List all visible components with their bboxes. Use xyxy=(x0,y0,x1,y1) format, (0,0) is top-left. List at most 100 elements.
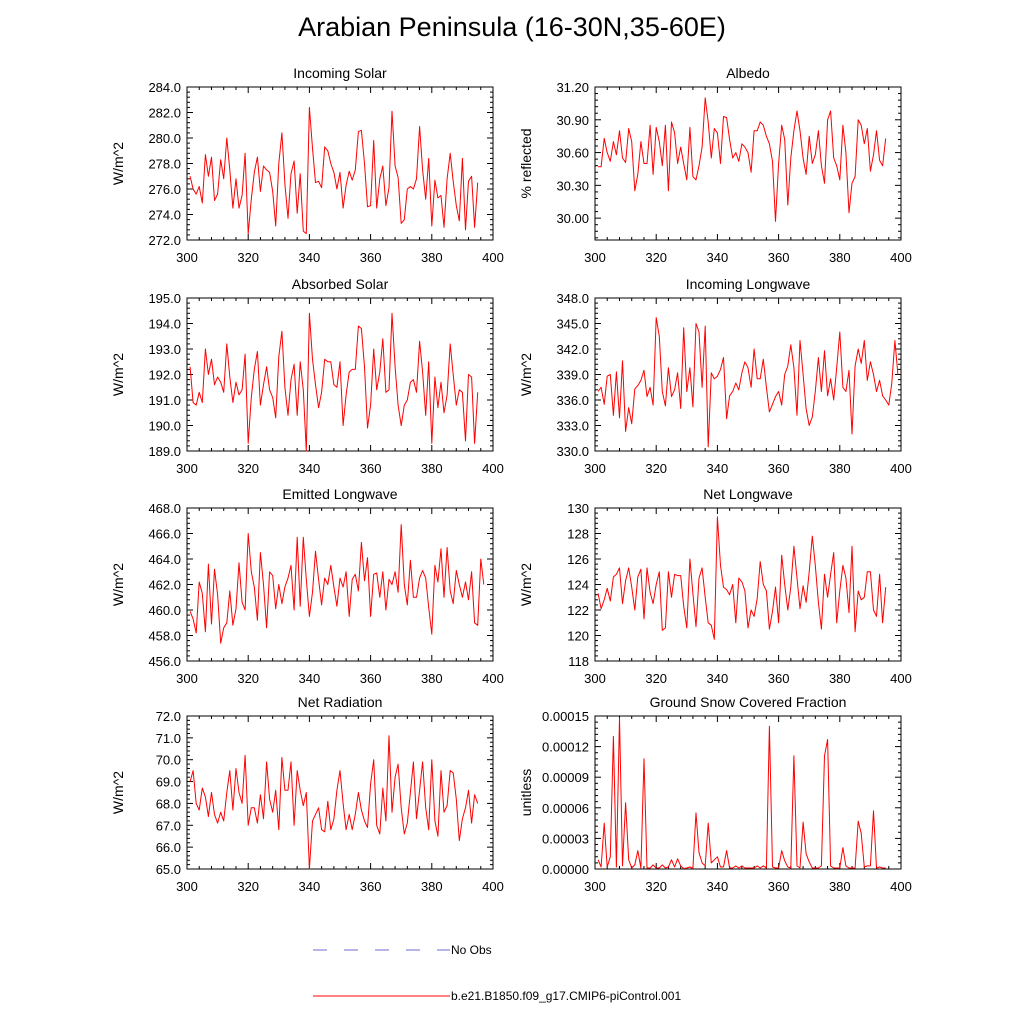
x-tick-label: 380 xyxy=(829,671,851,686)
panel-title: Net Longwave xyxy=(703,486,793,502)
x-tick-label: 340 xyxy=(707,879,729,894)
x-tick-label: 320 xyxy=(645,879,667,894)
panel-1: Incoming Solar W/m^2 300 320 340 360 380 400 272… xyxy=(110,65,504,265)
panel-title: Emitted Longwave xyxy=(282,486,397,502)
series-line xyxy=(597,516,887,640)
y-tick-label: 69.0 xyxy=(156,775,181,790)
x-tick-label: 340 xyxy=(299,250,321,265)
series-line xyxy=(189,524,485,644)
x-tick-label: 360 xyxy=(360,879,382,894)
y-tick-label: 0.00009 xyxy=(542,770,589,785)
y-tick-label: 0.00015 xyxy=(542,709,589,724)
panel-7: Net Radiation W/m^2 300 320 340 360 380 400 65.0… xyxy=(110,694,504,894)
x-tick-label: 300 xyxy=(176,879,198,894)
y-axis-label: W/m^2 xyxy=(518,353,534,396)
plot-frame xyxy=(186,297,494,452)
x-tick-label: 380 xyxy=(829,879,851,894)
y-tick-label: 284.0 xyxy=(148,80,181,95)
y-tick-label: 274.0 xyxy=(148,208,181,223)
y-tick-label: 278.0 xyxy=(148,157,181,172)
x-tick-label: 340 xyxy=(707,250,729,265)
x-tick-label: 360 xyxy=(360,461,382,476)
y-tick-label: 30.90 xyxy=(556,113,589,128)
y-tick-label: 68.0 xyxy=(156,796,181,811)
x-tick-label: 320 xyxy=(237,671,259,686)
plot-frame xyxy=(594,86,902,241)
series-line xyxy=(189,106,479,235)
x-tick-label: 400 xyxy=(482,461,504,476)
x-tick-label: 340 xyxy=(299,461,321,476)
y-tick-label: 195.0 xyxy=(148,291,181,306)
x-tick-label: 300 xyxy=(584,879,606,894)
x-tick-label: 380 xyxy=(421,879,443,894)
panel-title: Albedo xyxy=(726,65,770,81)
y-tick-label: 0.00000 xyxy=(542,862,589,877)
y-tick-label: 30.00 xyxy=(556,211,589,226)
plot-frame xyxy=(186,86,494,241)
y-axis-label: W/m^2 xyxy=(110,563,126,606)
y-tick-label: 276.0 xyxy=(148,182,181,197)
plot-frame xyxy=(594,507,902,662)
y-tick-label: 124 xyxy=(567,578,589,593)
y-tick-label: 65.0 xyxy=(156,862,181,877)
y-tick-label: 272.0 xyxy=(148,233,181,248)
x-tick-label: 380 xyxy=(829,250,851,265)
y-axis-label: W/m^2 xyxy=(110,142,126,185)
y-axis-label: unitless xyxy=(518,769,534,816)
y-tick-label: 72.0 xyxy=(156,709,181,724)
y-tick-label: 333.0 xyxy=(556,419,589,434)
panel-5: Emitted Longwave W/m^2 300 320 340 360 380 400 4… xyxy=(110,486,504,686)
x-tick-label: 300 xyxy=(584,250,606,265)
y-tick-label: 466.0 xyxy=(148,527,181,542)
y-tick-label: 193.0 xyxy=(148,342,181,357)
x-tick-label: 400 xyxy=(482,879,504,894)
panel-2: Albedo % reflected 300 320 340 360 380 400 30.00… xyxy=(518,65,912,265)
y-tick-label: 342.0 xyxy=(556,342,589,357)
y-tick-label: 122 xyxy=(567,603,589,618)
x-tick-label: 400 xyxy=(890,671,912,686)
y-tick-label: 194.0 xyxy=(148,317,181,332)
y-tick-label: 191.0 xyxy=(148,393,181,408)
y-tick-label: 336.0 xyxy=(556,393,589,408)
y-tick-label: 458.0 xyxy=(148,629,181,644)
panel-6: Net Longwave W/m^2 300 320 340 360 380 400 118 12… xyxy=(518,486,912,686)
x-tick-label: 340 xyxy=(707,671,729,686)
panel-8: Ground Snow Covered Fraction unitless 300 3… xyxy=(518,694,912,894)
y-tick-label: 31.20 xyxy=(556,80,589,95)
x-tick-label: 300 xyxy=(176,461,198,476)
x-tick-label: 300 xyxy=(584,461,606,476)
y-axis-label: W/m^2 xyxy=(518,563,534,606)
y-tick-label: 282.0 xyxy=(148,106,181,121)
y-tick-label: 71.0 xyxy=(156,731,181,746)
y-axis-label: W/m^2 xyxy=(110,771,126,814)
y-tick-label: 280.0 xyxy=(148,131,181,146)
x-tick-label: 340 xyxy=(707,461,729,476)
y-axis-label: % reflected xyxy=(518,128,534,198)
y-tick-label: 30.60 xyxy=(556,146,589,161)
x-tick-label: 400 xyxy=(890,461,912,476)
x-tick-label: 320 xyxy=(645,461,667,476)
x-tick-label: 360 xyxy=(768,461,790,476)
y-tick-label: 67.0 xyxy=(156,818,181,833)
y-tick-label: 462.0 xyxy=(148,578,181,593)
series-line xyxy=(598,97,887,222)
legend-model-label: b.e21.B1850.f09_g17.CMIP6-piControl.001 xyxy=(451,989,681,1003)
x-tick-label: 340 xyxy=(299,671,321,686)
y-tick-label: 30.30 xyxy=(556,178,589,193)
panel-title: Net Radiation xyxy=(298,694,383,710)
x-tick-label: 380 xyxy=(829,461,851,476)
y-tick-label: 0.00003 xyxy=(542,831,589,846)
panel-3: Absorbed Solar W/m^2 300 320 340 360 380 400 189… xyxy=(110,276,504,476)
y-tick-label: 348.0 xyxy=(556,291,589,306)
y-tick-label: 339.0 xyxy=(556,368,589,383)
x-tick-label: 360 xyxy=(360,671,382,686)
y-tick-label: 456.0 xyxy=(148,654,181,669)
x-tick-label: 300 xyxy=(176,671,198,686)
y-tick-label: 189.0 xyxy=(148,444,181,459)
y-tick-label: 330.0 xyxy=(556,444,589,459)
x-tick-label: 340 xyxy=(299,879,321,894)
y-axis-label: W/m^2 xyxy=(110,353,126,396)
plot-frame xyxy=(186,715,494,870)
y-tick-label: 192.0 xyxy=(148,368,181,383)
